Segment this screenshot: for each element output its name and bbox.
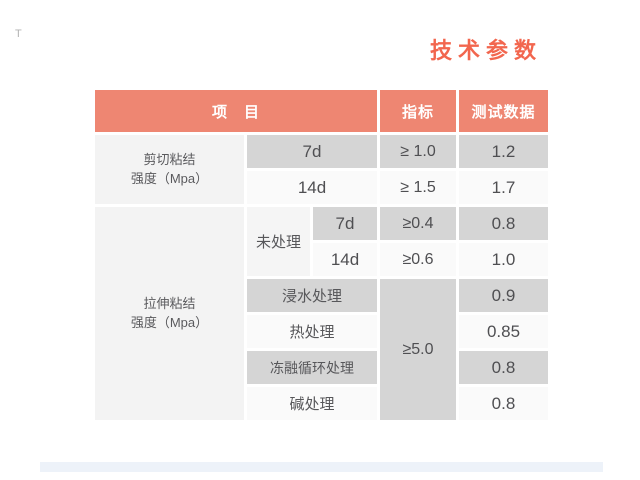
shear-14d-value-cell: 1.7	[459, 171, 548, 204]
shear-7d-condition-cell: 7d	[247, 135, 377, 168]
shear-14d-index-cell: ≥ 1.5	[380, 171, 456, 204]
untreated-14d-index-cell: ≥0.6	[380, 243, 456, 276]
page-title: 技术参数	[430, 38, 543, 63]
untreated-7d-value-cell: 0.8	[459, 207, 548, 240]
col-header-index: 指标	[380, 90, 456, 132]
shear-label-line2: 强度（Mpa）	[130, 170, 209, 186]
heat-treatment-condition-cell: 热处理	[247, 315, 377, 348]
col-header-test-data: 测试数据	[459, 90, 548, 132]
shear-14d-condition-cell: 14d	[247, 171, 377, 204]
col-header-item: 项 目	[95, 90, 377, 132]
untreated-label-cell: 未处理	[247, 207, 310, 276]
shear-group-label: 剪切粘结 强度（Mpa）	[95, 135, 244, 204]
water-treatment-value-cell: 0.9	[459, 279, 548, 312]
table-row: 碱处理 0.8	[95, 387, 548, 420]
table-row: 热处理 0.85	[95, 315, 548, 348]
freeze-thaw-condition-cell: 冻融循环处理	[247, 351, 377, 384]
heat-treatment-value-cell: 0.85	[459, 315, 548, 348]
table-row: 剪切粘结 强度（Mpa） 7d ≥ 1.0 1.2	[95, 135, 548, 204]
shear-7d-value-cell: 1.2	[459, 135, 548, 168]
alkali-treatment-condition-cell: 碱处理	[247, 387, 377, 420]
table-row: 冻融循环处理 0.8	[95, 351, 548, 384]
shear-7d-index-cell: ≥ 1.0	[380, 135, 456, 168]
untreated-7d-index-cell: ≥0.4	[380, 207, 456, 240]
treated-index-cell: ≥5.0	[380, 279, 456, 420]
watermark-artifact: T	[15, 28, 22, 40]
table-row: 14d ≥ 1.5 1.7	[95, 171, 548, 204]
alkali-treatment-value-cell: 0.8	[459, 387, 548, 420]
freeze-thaw-value-cell: 0.8	[459, 351, 548, 384]
table-row: 拉伸粘结 强度（Mpa） 未处理 7d ≥0.4 0.8	[95, 207, 548, 420]
technical-parameters-table: 项 目 指标 测试数据 剪切粘结 强度（Mpa） 7d ≥ 1.0 1.2 14…	[92, 87, 551, 423]
tensile-label-line1: 拉伸粘结	[143, 295, 196, 311]
table-row: 浸水处理 ≥5.0 0.9	[95, 279, 548, 420]
untreated-14d-value-cell: 1.0	[459, 243, 548, 276]
water-treatment-condition-cell: 浸水处理	[247, 279, 377, 312]
shear-label-line1: 剪切粘结	[143, 151, 196, 167]
untreated-14d-condition-cell: 14d	[313, 243, 377, 276]
tensile-group-label: 拉伸粘结 强度（Mpa）	[95, 207, 244, 420]
bottom-bar	[40, 462, 603, 472]
tensile-label-line2: 强度（Mpa）	[130, 314, 209, 330]
untreated-7d-condition-cell: 7d	[313, 207, 377, 240]
table-row: 14d ≥0.6 1.0	[95, 243, 548, 276]
header-row: 项 目 指标 测试数据	[95, 90, 548, 132]
